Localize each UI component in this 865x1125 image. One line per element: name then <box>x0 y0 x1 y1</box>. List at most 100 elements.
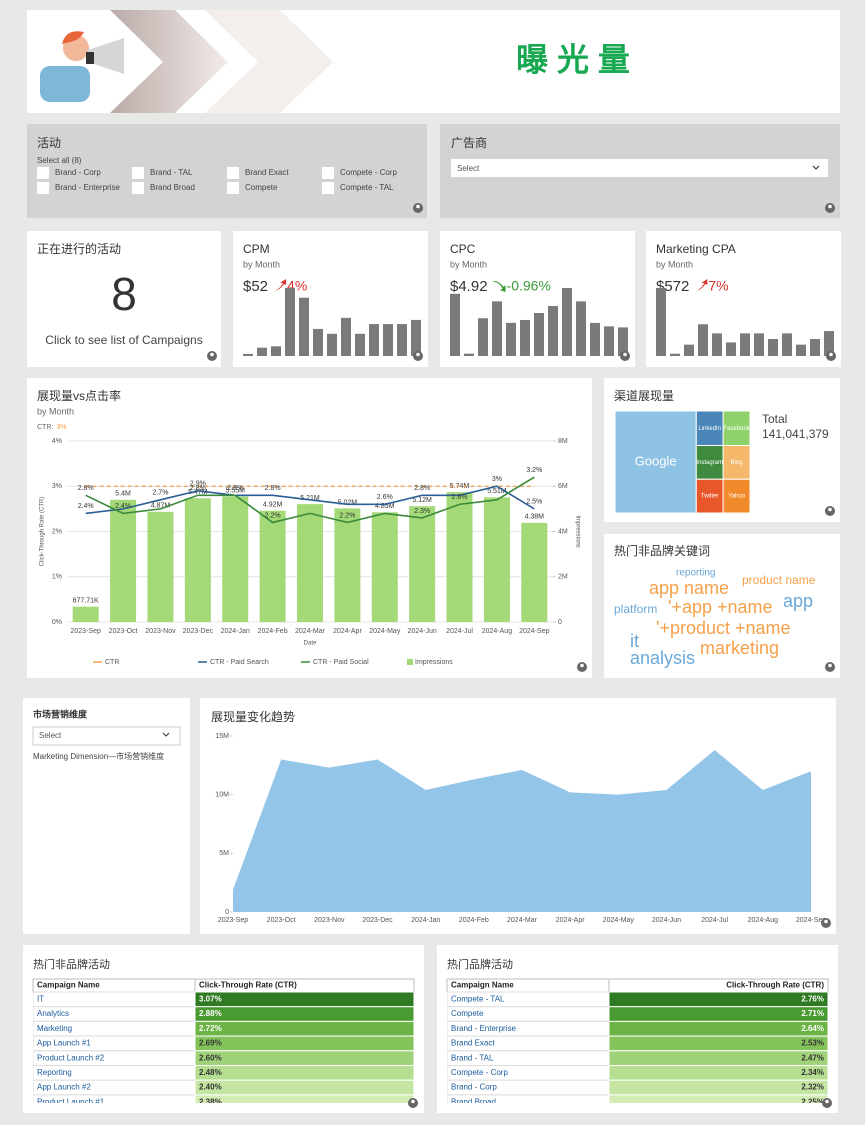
table-title: 热门品牌活动 <box>447 957 513 971</box>
bar <box>369 324 379 356</box>
bar <box>257 347 267 356</box>
ctr-value: 2.53% <box>801 1039 824 1048</box>
x-tick-label: 2023-Oct <box>109 628 138 635</box>
checkbox[interactable] <box>132 167 144 179</box>
y-tick-label: 0% <box>52 619 62 626</box>
ctr-cell <box>608 1006 828 1022</box>
ctr-cell <box>608 1035 828 1052</box>
user-icon-head <box>828 663 832 668</box>
chevron <box>205 10 333 113</box>
checkbox[interactable] <box>322 167 334 179</box>
trend-arrow <box>493 281 506 292</box>
data-label: 677.71K <box>73 598 99 605</box>
campaign-name[interactable]: Brand Broad <box>451 1097 496 1106</box>
data-label: 2.8% <box>414 485 430 492</box>
checkbox[interactable] <box>37 182 49 194</box>
bar <box>656 288 666 356</box>
keyword: it <box>630 631 639 651</box>
bar <box>411 319 421 356</box>
bar <box>562 288 572 356</box>
ctr-cell <box>608 1079 828 1096</box>
y-tick-label: 10M <box>215 792 229 799</box>
campaign-name[interactable]: Compete - TAL <box>451 994 505 1003</box>
x-tick-label: 2024-Jan <box>221 628 250 635</box>
trend-arrow <box>695 279 708 291</box>
row-cell <box>33 991 196 1008</box>
campaign-name[interactable]: Product Launch #1 <box>37 1097 105 1106</box>
x-tick-label: 2024-May <box>369 628 401 635</box>
campaign-name[interactable]: Compete - Corp <box>451 1068 508 1077</box>
treemap-label: LinkedIn <box>698 426 721 432</box>
ctr-cell <box>608 1065 828 1081</box>
bar <box>740 333 750 356</box>
ctr-cell <box>194 1020 414 1037</box>
data-label: 2.3% <box>414 508 430 515</box>
dropdown-placeholder: Select <box>39 731 62 740</box>
checkbox[interactable] <box>37 167 49 179</box>
bar <box>72 606 99 622</box>
kpi-title: CPM <box>243 242 270 256</box>
checkbox-label: Brand - Enterprise <box>55 183 120 192</box>
data-label: 5.55M <box>225 487 245 494</box>
checkbox[interactable] <box>227 167 239 179</box>
column-header: Click-Through Rate (CTR) <box>199 981 297 990</box>
treemap-label: Facebook <box>723 426 750 432</box>
user-icon-head <box>210 352 214 357</box>
bar <box>299 297 309 356</box>
kpi-change: 7% <box>708 278 728 294</box>
x-tick-label: 2024-Aug <box>748 917 778 924</box>
campaign-name[interactable]: IT <box>37 994 44 1003</box>
bar <box>698 324 708 356</box>
ctr-value: 2.88% <box>199 1009 222 1018</box>
x-tick-label: 2023-Nov <box>145 628 176 635</box>
campaign-name[interactable]: Brand - Enterprise <box>451 1024 516 1033</box>
ctr-cell <box>608 991 828 1008</box>
y2-tick-label: 2M <box>558 574 568 581</box>
user-icon-head <box>623 352 627 357</box>
campaign-name[interactable]: App Launch #1 <box>37 1039 91 1048</box>
data-label: 5.21M <box>300 495 320 502</box>
total-label: Total <box>762 412 787 426</box>
campaign-name[interactable]: Product Launch #2 <box>37 1053 105 1062</box>
bar <box>520 319 530 356</box>
campaign-name[interactable]: Brand - TAL <box>451 1053 494 1062</box>
campaign-name[interactable]: Brand Exact <box>451 1039 495 1048</box>
y-tick-label: 3% <box>52 483 62 490</box>
data-label: 2.8% <box>227 485 243 492</box>
bar <box>590 322 600 356</box>
table-body: IT 3.07% Analytics 2.88% Marketing 2.72% App L… <box>33 991 414 1106</box>
checkbox[interactable] <box>132 182 144 194</box>
x-tick-label: 2024-Jul <box>446 628 473 635</box>
data-label: 2.6% <box>452 494 468 501</box>
megaphone-handle <box>86 52 94 64</box>
x-tick-label: 2024-Sep <box>796 917 826 924</box>
user-icon-head <box>416 204 420 209</box>
x-axis-title: Date <box>304 641 317 647</box>
campaign-name[interactable]: Compete <box>451 1009 484 1018</box>
bar <box>684 344 694 356</box>
keyword: '+product +name <box>656 618 791 638</box>
campaign-name[interactable]: Marketing <box>37 1024 72 1033</box>
card-link[interactable]: Click to see list of Campaigns <box>45 333 202 347</box>
checkbox[interactable] <box>227 182 239 194</box>
filter-title: 市场营销维度 <box>33 708 88 719</box>
bar <box>483 497 510 622</box>
data-label: 5.4M <box>115 491 131 498</box>
checkbox[interactable] <box>322 182 334 194</box>
ctr-cell <box>194 1035 414 1052</box>
table-title: 热门非品牌活动 <box>33 957 110 971</box>
data-label: 4.38M <box>525 514 545 521</box>
campaign-name[interactable]: App Launch #2 <box>37 1083 91 1092</box>
dropdown[interactable] <box>32 726 181 746</box>
campaign-name[interactable]: Reporting <box>37 1068 72 1077</box>
select-all: Select all (8) <box>37 156 82 165</box>
legend-swatch <box>407 659 413 665</box>
kpi-title: CPC <box>450 242 476 256</box>
campaign-name[interactable]: Analytics <box>37 1009 69 1018</box>
campaign-name[interactable]: Brand - Corp <box>451 1083 497 1092</box>
dropdown[interactable] <box>451 159 828 177</box>
data-label: 2.8% <box>190 485 206 492</box>
x-tick-label: 2023-Oct <box>267 917 296 924</box>
hair <box>62 31 84 44</box>
data-label: 2.2% <box>265 512 281 519</box>
